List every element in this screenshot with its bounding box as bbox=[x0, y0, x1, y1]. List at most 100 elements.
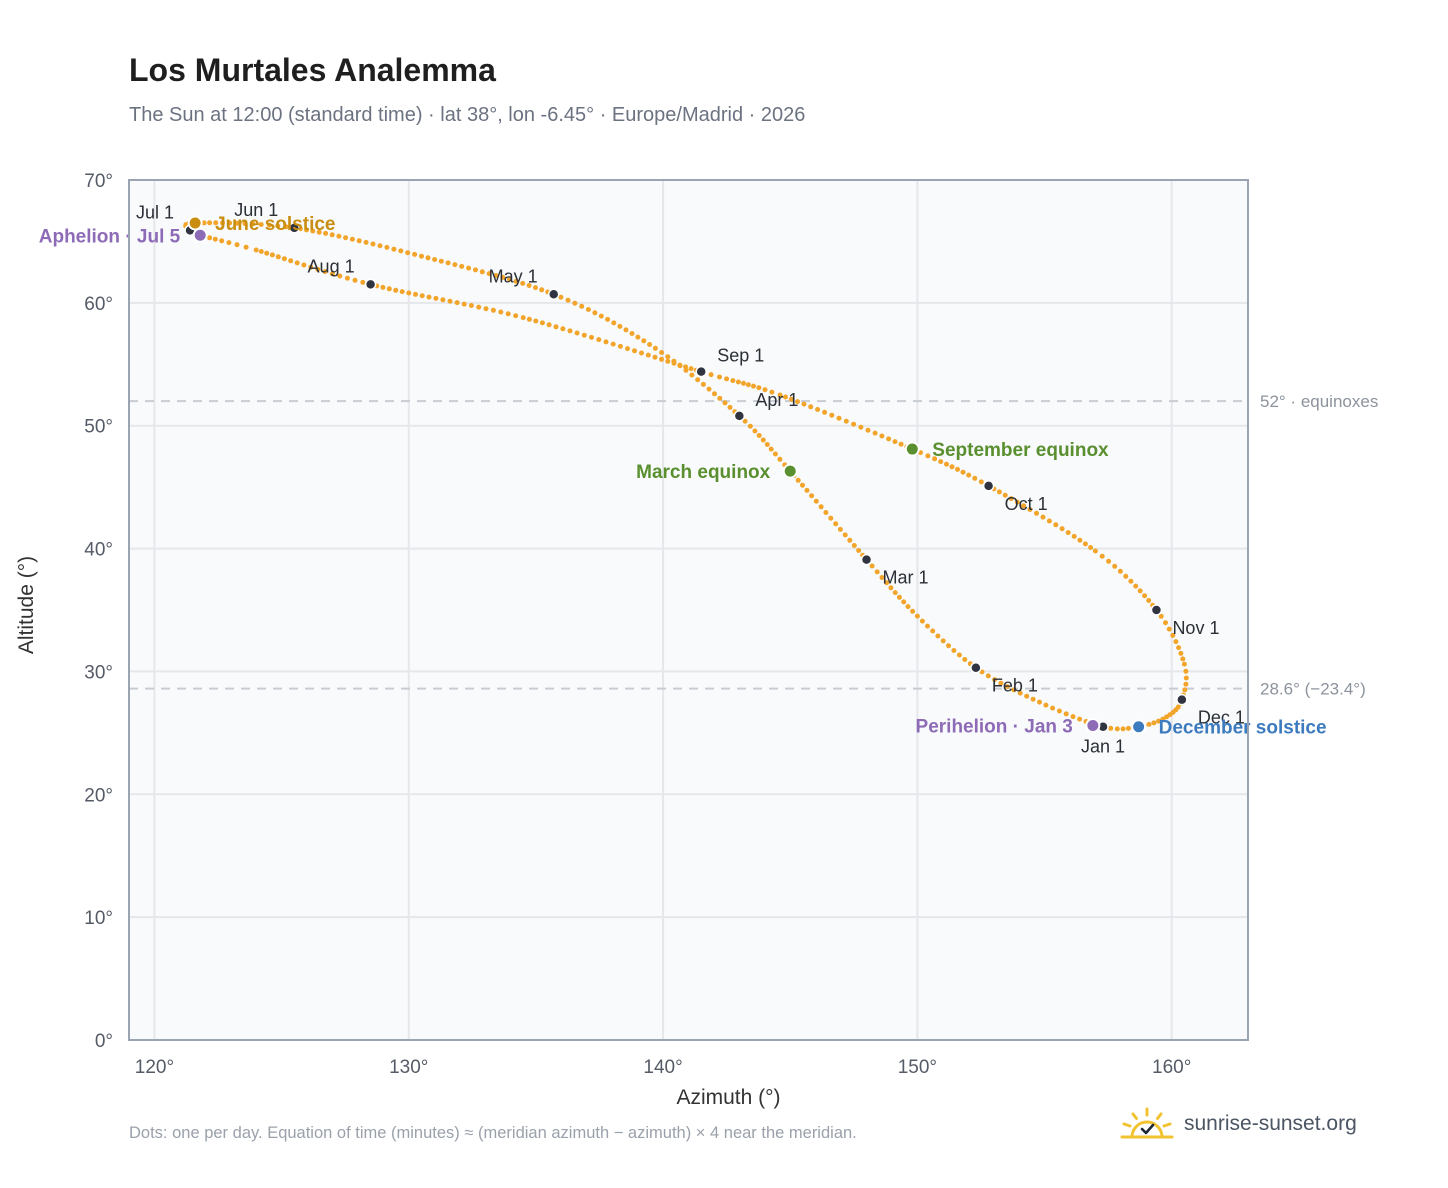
y-tick-label: 60° bbox=[84, 294, 113, 315]
day-dot bbox=[966, 472, 972, 478]
day-dot bbox=[652, 354, 658, 360]
day-dot bbox=[1046, 518, 1052, 524]
day-dot bbox=[617, 323, 623, 329]
brand[interactable]: sunrise-sunset.org bbox=[1120, 1104, 1357, 1144]
day-dot bbox=[533, 285, 538, 291]
day-dot bbox=[377, 243, 383, 249]
day-dot bbox=[823, 510, 829, 515]
day-dot bbox=[226, 240, 232, 246]
day-dot bbox=[935, 633, 941, 639]
month-label: Sep 1 bbox=[717, 346, 764, 366]
day-dot bbox=[617, 343, 623, 349]
day-dot bbox=[892, 439, 898, 445]
day-dot bbox=[625, 346, 630, 352]
day-dot bbox=[219, 238, 225, 244]
day-dot bbox=[815, 407, 821, 412]
day-dot bbox=[386, 286, 392, 292]
day-dot bbox=[689, 372, 695, 378]
day-dot bbox=[1053, 522, 1059, 528]
day-dot bbox=[329, 232, 335, 238]
day-dot bbox=[498, 309, 504, 315]
day-dot bbox=[1142, 593, 1148, 599]
day-dot bbox=[581, 332, 587, 338]
day-dot bbox=[466, 265, 472, 271]
month-dot bbox=[288, 222, 301, 234]
day-dot bbox=[1180, 656, 1186, 662]
day-dot bbox=[322, 269, 328, 275]
month-label: Jul 1 bbox=[136, 202, 174, 222]
day-dot bbox=[1108, 725, 1114, 731]
chart-footnote: Dots: one per day. Equation of time (min… bbox=[129, 1124, 857, 1142]
day-dot bbox=[234, 242, 240, 248]
day-dot bbox=[1040, 514, 1046, 520]
day-dot bbox=[264, 250, 270, 256]
day-dot bbox=[910, 608, 916, 614]
day-dot bbox=[677, 362, 683, 368]
day-dot bbox=[304, 227, 309, 233]
day-dot bbox=[393, 287, 399, 293]
day-dot bbox=[526, 283, 532, 288]
sun-check-icon bbox=[1120, 1107, 1174, 1139]
plot-background bbox=[129, 180, 1248, 1040]
event-label: September equinox bbox=[932, 440, 1109, 461]
day-dot bbox=[212, 236, 218, 242]
x-axis-label: Azimuth (°) bbox=[676, 1086, 780, 1109]
month-dot bbox=[1150, 604, 1163, 616]
x-tick-label: 160° bbox=[1152, 1057, 1191, 1078]
day-dot bbox=[896, 594, 902, 600]
event-dot bbox=[782, 463, 798, 479]
day-dot bbox=[724, 376, 730, 382]
day-dot bbox=[1166, 626, 1172, 632]
day-dot bbox=[589, 334, 594, 340]
day-dot bbox=[598, 313, 604, 319]
month-label: Aug 1 bbox=[308, 256, 355, 276]
day-dot bbox=[1120, 726, 1126, 732]
day-dot bbox=[727, 404, 733, 410]
day-dot bbox=[1024, 693, 1030, 699]
day-dot bbox=[762, 387, 768, 393]
day-dot bbox=[745, 382, 751, 388]
day-dot bbox=[267, 222, 272, 228]
day-dot bbox=[572, 300, 578, 306]
x-tick-label: 140° bbox=[643, 1057, 682, 1078]
day-dot bbox=[717, 395, 723, 401]
day-dot bbox=[879, 575, 885, 580]
day-dot bbox=[901, 599, 907, 605]
day-dot bbox=[207, 220, 213, 226]
day-dot bbox=[412, 251, 418, 257]
day-dot bbox=[1137, 588, 1143, 594]
month-dot bbox=[364, 278, 377, 291]
day-dot bbox=[829, 412, 835, 418]
day-dot bbox=[837, 526, 843, 532]
month-label: Jan 1 bbox=[1081, 737, 1125, 757]
y-tick-label: 20° bbox=[84, 785, 113, 806]
day-dot bbox=[567, 328, 573, 334]
day-dot bbox=[283, 224, 289, 230]
day-dot bbox=[769, 389, 775, 395]
day-dot bbox=[468, 303, 474, 308]
day-dot bbox=[972, 475, 978, 481]
y-axis-label: Altitude (°) bbox=[15, 556, 38, 654]
day-dot bbox=[447, 298, 453, 304]
chart-title: Los Murtales Analemma bbox=[129, 52, 496, 88]
day-dot bbox=[1146, 721, 1152, 727]
day-dot bbox=[1170, 632, 1176, 638]
day-dot bbox=[227, 220, 233, 226]
day-dot bbox=[730, 378, 736, 384]
day-dot bbox=[706, 386, 712, 392]
day-dot bbox=[425, 255, 431, 261]
y-tick-label: 50° bbox=[84, 417, 113, 438]
day-dot bbox=[1183, 681, 1189, 687]
day-dot bbox=[1082, 541, 1088, 547]
day-dot bbox=[363, 239, 369, 245]
day-dot bbox=[925, 453, 931, 459]
day-dot bbox=[526, 316, 532, 322]
day-dot bbox=[865, 427, 871, 433]
day-dot bbox=[461, 301, 467, 307]
day-dot bbox=[473, 267, 478, 273]
day-dot bbox=[833, 521, 839, 527]
day-dot bbox=[258, 222, 264, 227]
month-label: Apr 1 bbox=[755, 390, 798, 410]
day-dot bbox=[585, 307, 591, 312]
day-dot bbox=[955, 466, 960, 472]
